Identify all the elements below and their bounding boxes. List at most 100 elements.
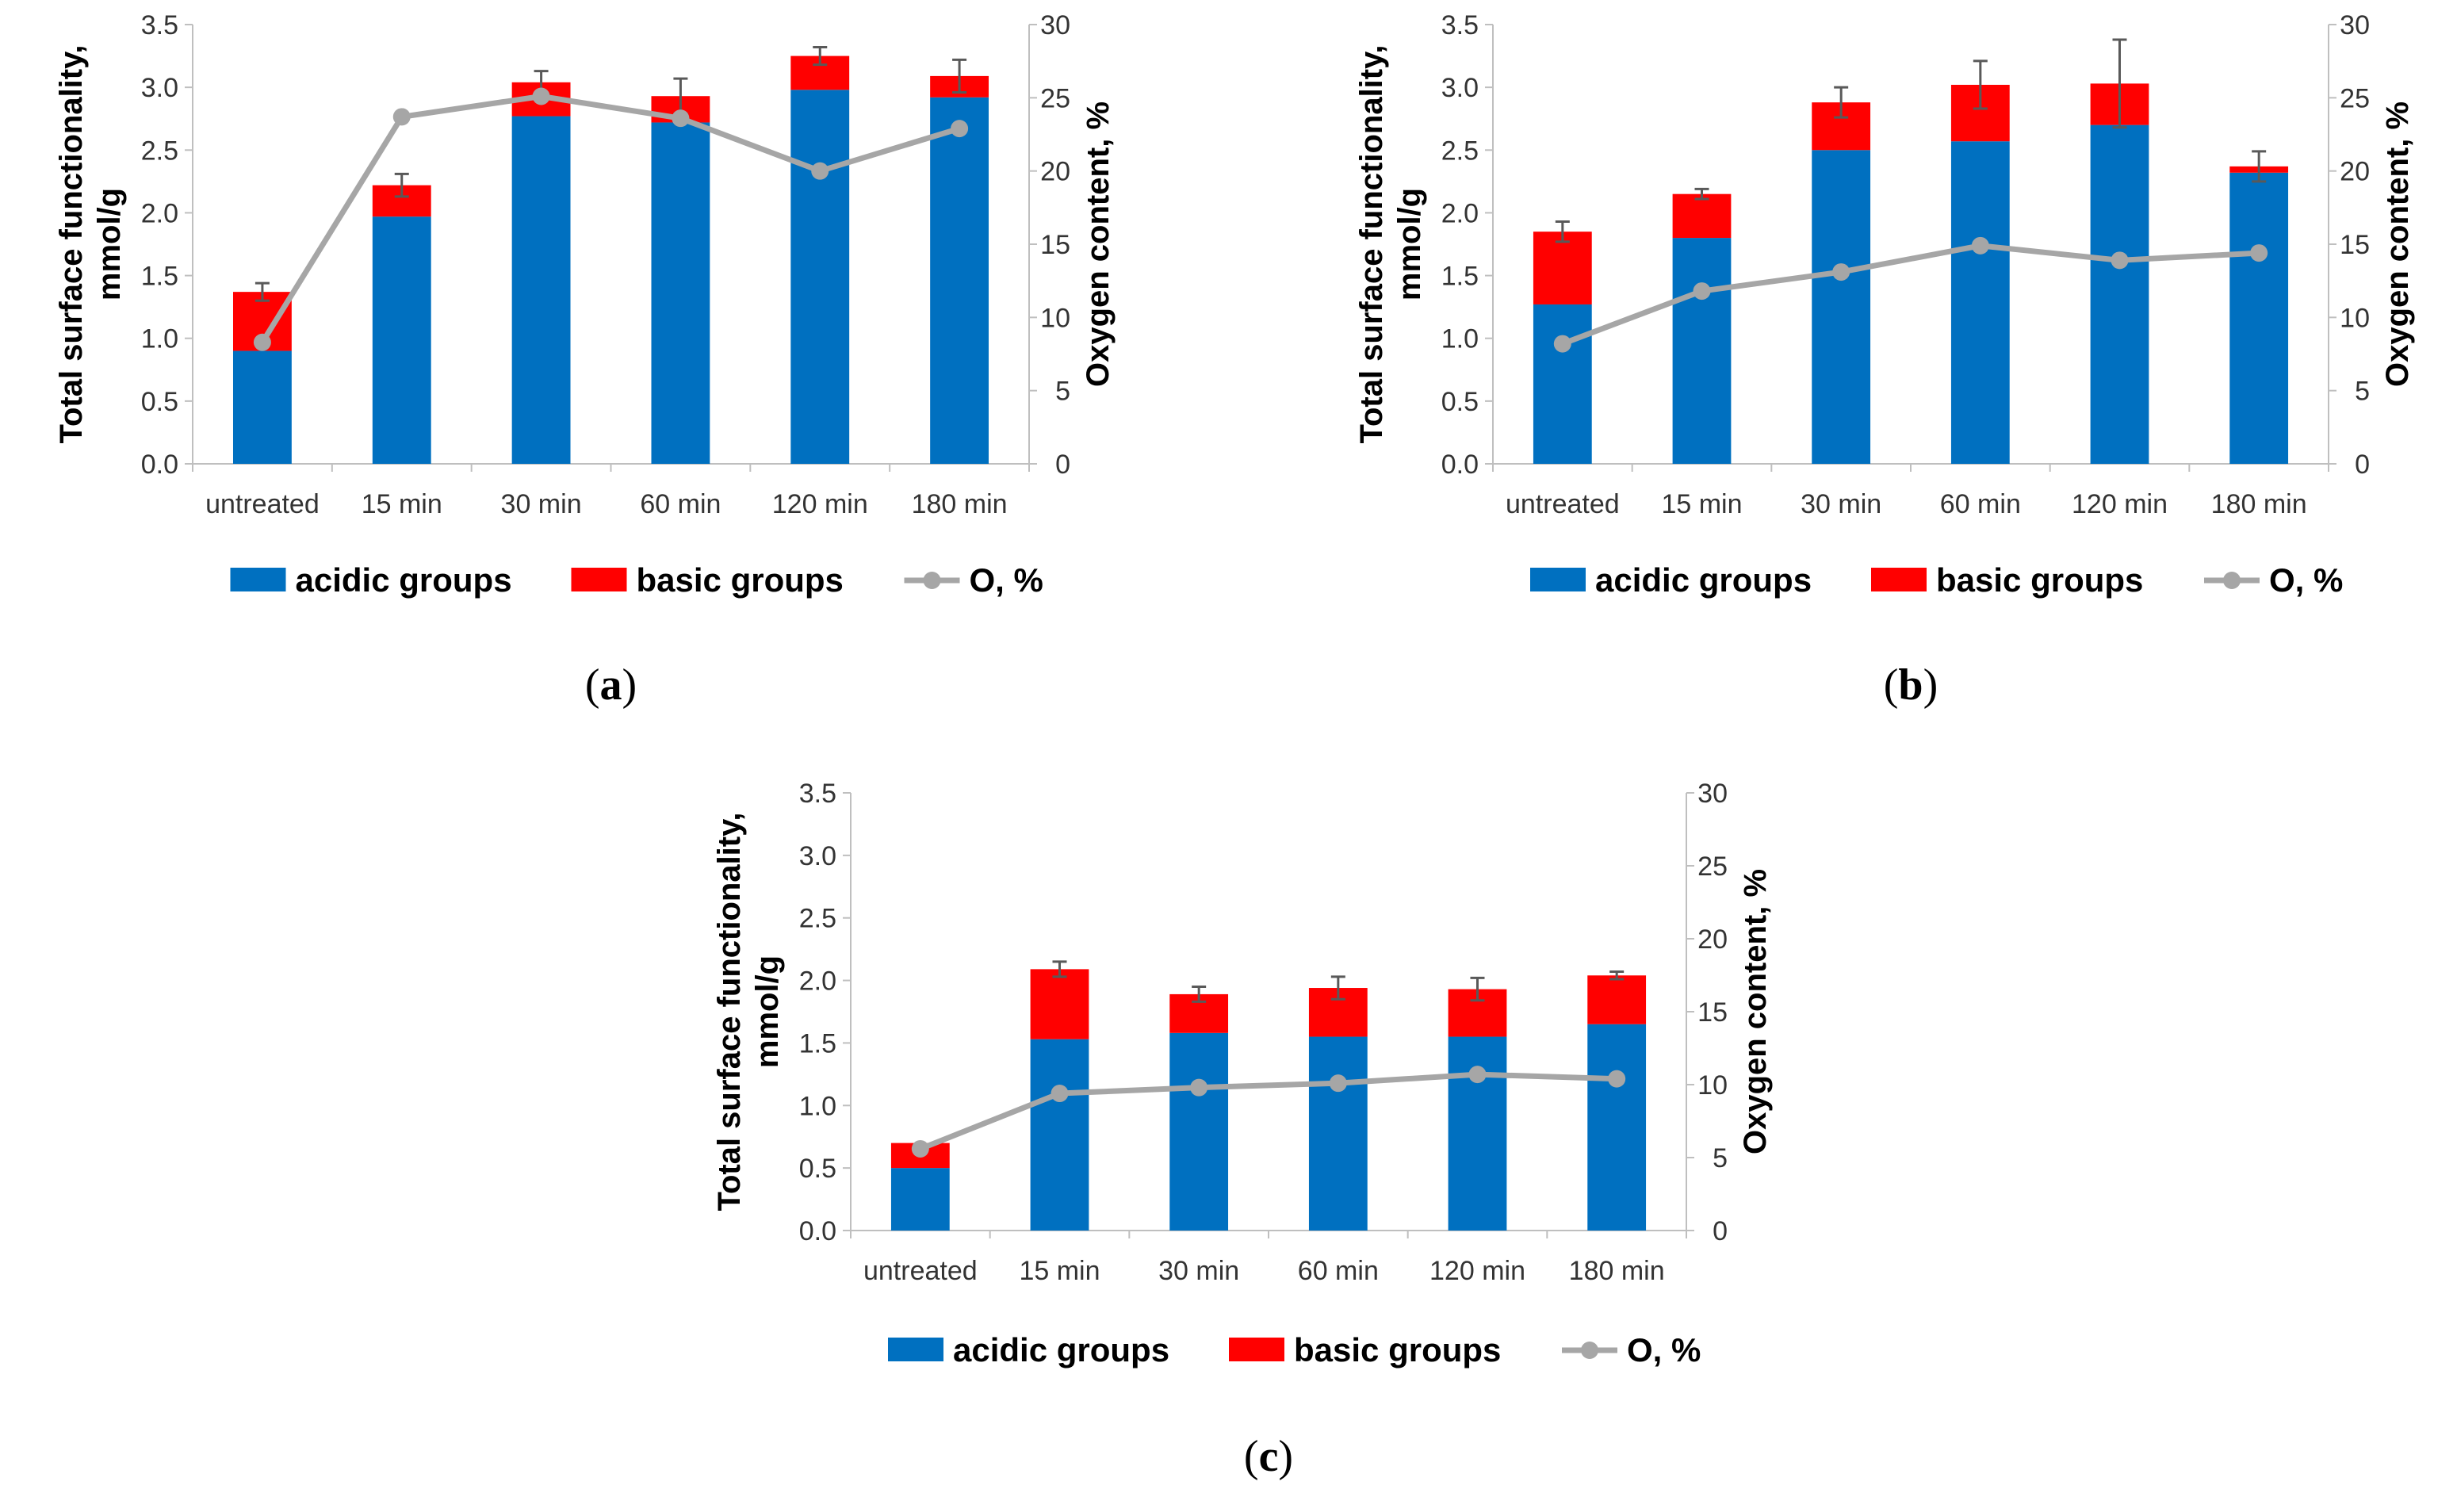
right-tick-label: 25	[1040, 83, 1070, 113]
right-tick-label: 15	[1040, 230, 1070, 260]
right-tick-label: 30	[1040, 10, 1070, 40]
bar-acidic-2	[1812, 150, 1871, 465]
bar-acidic-0	[890, 1168, 950, 1231]
left-tick-label: 0.0	[1441, 450, 1479, 480]
left-tick-label: 1.5	[1441, 262, 1479, 292]
legend-label-basic: basic groups	[637, 561, 844, 599]
right-tick-label: 0	[1713, 1216, 1728, 1246]
panel-letter: b	[1898, 660, 1923, 710]
legend-marker-oxygen	[2223, 572, 2241, 589]
right-tick-label: 5	[1713, 1143, 1728, 1173]
left-axis-title: Total surface functionality, mmol/g	[1354, 44, 1427, 443]
chart-panel-c: 0.0 0.5 1.0 1.5 2.0 2.5 3.0 3.5 0 5 10 15 20 25 30 untr…	[712, 779, 1773, 1481]
right-axis-title: Oxygen content, %	[1081, 101, 1116, 387]
bar-acidic-2	[1169, 1032, 1229, 1231]
left-axis-title: Total surface functionality, mmol/g	[712, 812, 785, 1211]
x-tick-label: 15 min	[1019, 1256, 1100, 1286]
right-tick-label: 0	[1055, 450, 1070, 480]
legend: acidic groups basic groups O, %	[1530, 561, 2343, 599]
oxygen-point-2	[1832, 263, 1850, 281]
chart-panel-a: 0.0 0.5 1.0 1.5 2.0 2.5 3.0 3.5 0 5 10 15 20 25 30 untr…	[54, 10, 1116, 710]
left-tick-label: 2.0	[799, 967, 836, 997]
left-axis-title-line: Total surface functionality,	[712, 812, 747, 1211]
legend: acidic groups basic groups O, %	[230, 561, 1043, 599]
legend-label-basic: basic groups	[1294, 1331, 1501, 1368]
right-tick-label: 25	[2340, 83, 2370, 113]
right-tick-label: 0	[2355, 450, 2370, 480]
x-tick-label: 30 min	[501, 489, 582, 519]
x-tick-label: 30 min	[1801, 489, 1881, 519]
left-tick-label: 1.5	[799, 1028, 836, 1058]
right-tick-label: 10	[1040, 303, 1070, 333]
bar-acidic-3	[1950, 141, 2010, 464]
oxygen-point-4	[2111, 251, 2129, 270]
oxygen-point-4	[1468, 1066, 1487, 1084]
bar-acidic-0	[1533, 304, 1592, 464]
x-tick-label: 15 min	[1661, 489, 1742, 519]
left-tick-label: 3.5	[1441, 10, 1479, 40]
left-tick-label: 3.0	[141, 73, 178, 103]
bar-acidic-0	[232, 350, 292, 464]
x-tick-label: 60 min	[1298, 1256, 1379, 1286]
legend-label-acidic: acidic groups	[953, 1331, 1169, 1368]
legend-label-acidic: acidic groups	[296, 561, 512, 599]
x-tick-label: 120 min	[772, 489, 868, 519]
bar-acidic-5	[2229, 172, 2289, 464]
bar-acidic-2	[511, 116, 571, 464]
legend-label-oxygen: O, %	[970, 561, 1043, 599]
right-tick-label: 20	[2340, 157, 2370, 187]
bar-acidic-3	[651, 122, 710, 464]
left-axis-title-line: Total surface functionality,	[1354, 44, 1389, 443]
oxygen-line	[259, 93, 961, 344]
left-tick-label: 2.5	[141, 136, 178, 166]
x-tick-label: 180 min	[1569, 1256, 1665, 1286]
legend: acidic groups basic groups O, %	[888, 1331, 1701, 1368]
oxygen-point-3	[1329, 1074, 1347, 1093]
panel-letter: c	[1259, 1432, 1279, 1481]
x-tick-label: 180 min	[912, 489, 1008, 519]
bar-basic-0	[1533, 232, 1592, 304]
oxygen-point-0	[253, 333, 271, 351]
left-tick-label: 3.0	[1441, 73, 1479, 103]
right-tick-label: 10	[1697, 1070, 1728, 1101]
left-tick-label: 1.0	[799, 1091, 836, 1121]
left-tick-label: 2.0	[1441, 198, 1479, 228]
oxygen-point-3	[672, 109, 690, 128]
left-tick-label: 2.5	[799, 904, 836, 934]
left-tick-label: 0.5	[141, 387, 178, 417]
bar-acidic-5	[930, 97, 989, 464]
left-axis-title-line: mmol/g	[750, 955, 785, 1068]
right-tick-label: 15	[2340, 230, 2370, 260]
left-tick-label: 1.5	[141, 262, 178, 292]
right-tick-label: 30	[1697, 779, 1728, 809]
legend-swatch-acidic	[1530, 568, 1586, 591]
oxygen-point-2	[1190, 1078, 1208, 1097]
bar-acidic-4	[790, 90, 850, 465]
right-tick-label: 30	[2340, 10, 2370, 40]
right-axis-title: Oxygen content, %	[1738, 869, 1773, 1154]
x-tick-label: 60 min	[640, 489, 721, 519]
panel-letter: a	[600, 660, 622, 710]
bar-acidic-3	[1308, 1036, 1368, 1231]
left-axis-title: Total surface functionality, mmol/g	[54, 44, 127, 443]
oxygen-line	[1561, 243, 2260, 346]
left-tick-label: 0.5	[799, 1154, 836, 1184]
oxygen-point-3	[1971, 236, 1989, 255]
right-tick-label: 15	[1697, 997, 1728, 1028]
right-axis-title: Oxygen content, %	[2380, 101, 2415, 387]
bar-acidic-1	[1672, 238, 1732, 464]
right-tick-label: 20	[1040, 157, 1070, 187]
x-tick-label: untreated	[205, 489, 320, 519]
legend-marker-oxygen	[1581, 1342, 1598, 1359]
x-tick-label: 120 min	[1429, 1256, 1525, 1286]
legend-swatch-basic	[1871, 568, 1927, 591]
legend-label-oxygen: O, %	[2269, 561, 2343, 599]
chart-panel-b: 0.0 0.5 1.0 1.5 2.0 2.5 3.0 3.5 0 5 10 15 20 25 30 untr…	[1354, 10, 2415, 710]
left-tick-label: 0.0	[799, 1216, 836, 1246]
left-tick-label: 1.0	[1441, 324, 1479, 354]
oxygen-point-1	[1693, 282, 1711, 300]
bar-acidic-4	[2090, 124, 2149, 464]
x-tick-label: 120 min	[2072, 489, 2168, 519]
legend-label-basic: basic groups	[1936, 561, 2143, 599]
right-tick-label: 5	[1055, 377, 1070, 407]
